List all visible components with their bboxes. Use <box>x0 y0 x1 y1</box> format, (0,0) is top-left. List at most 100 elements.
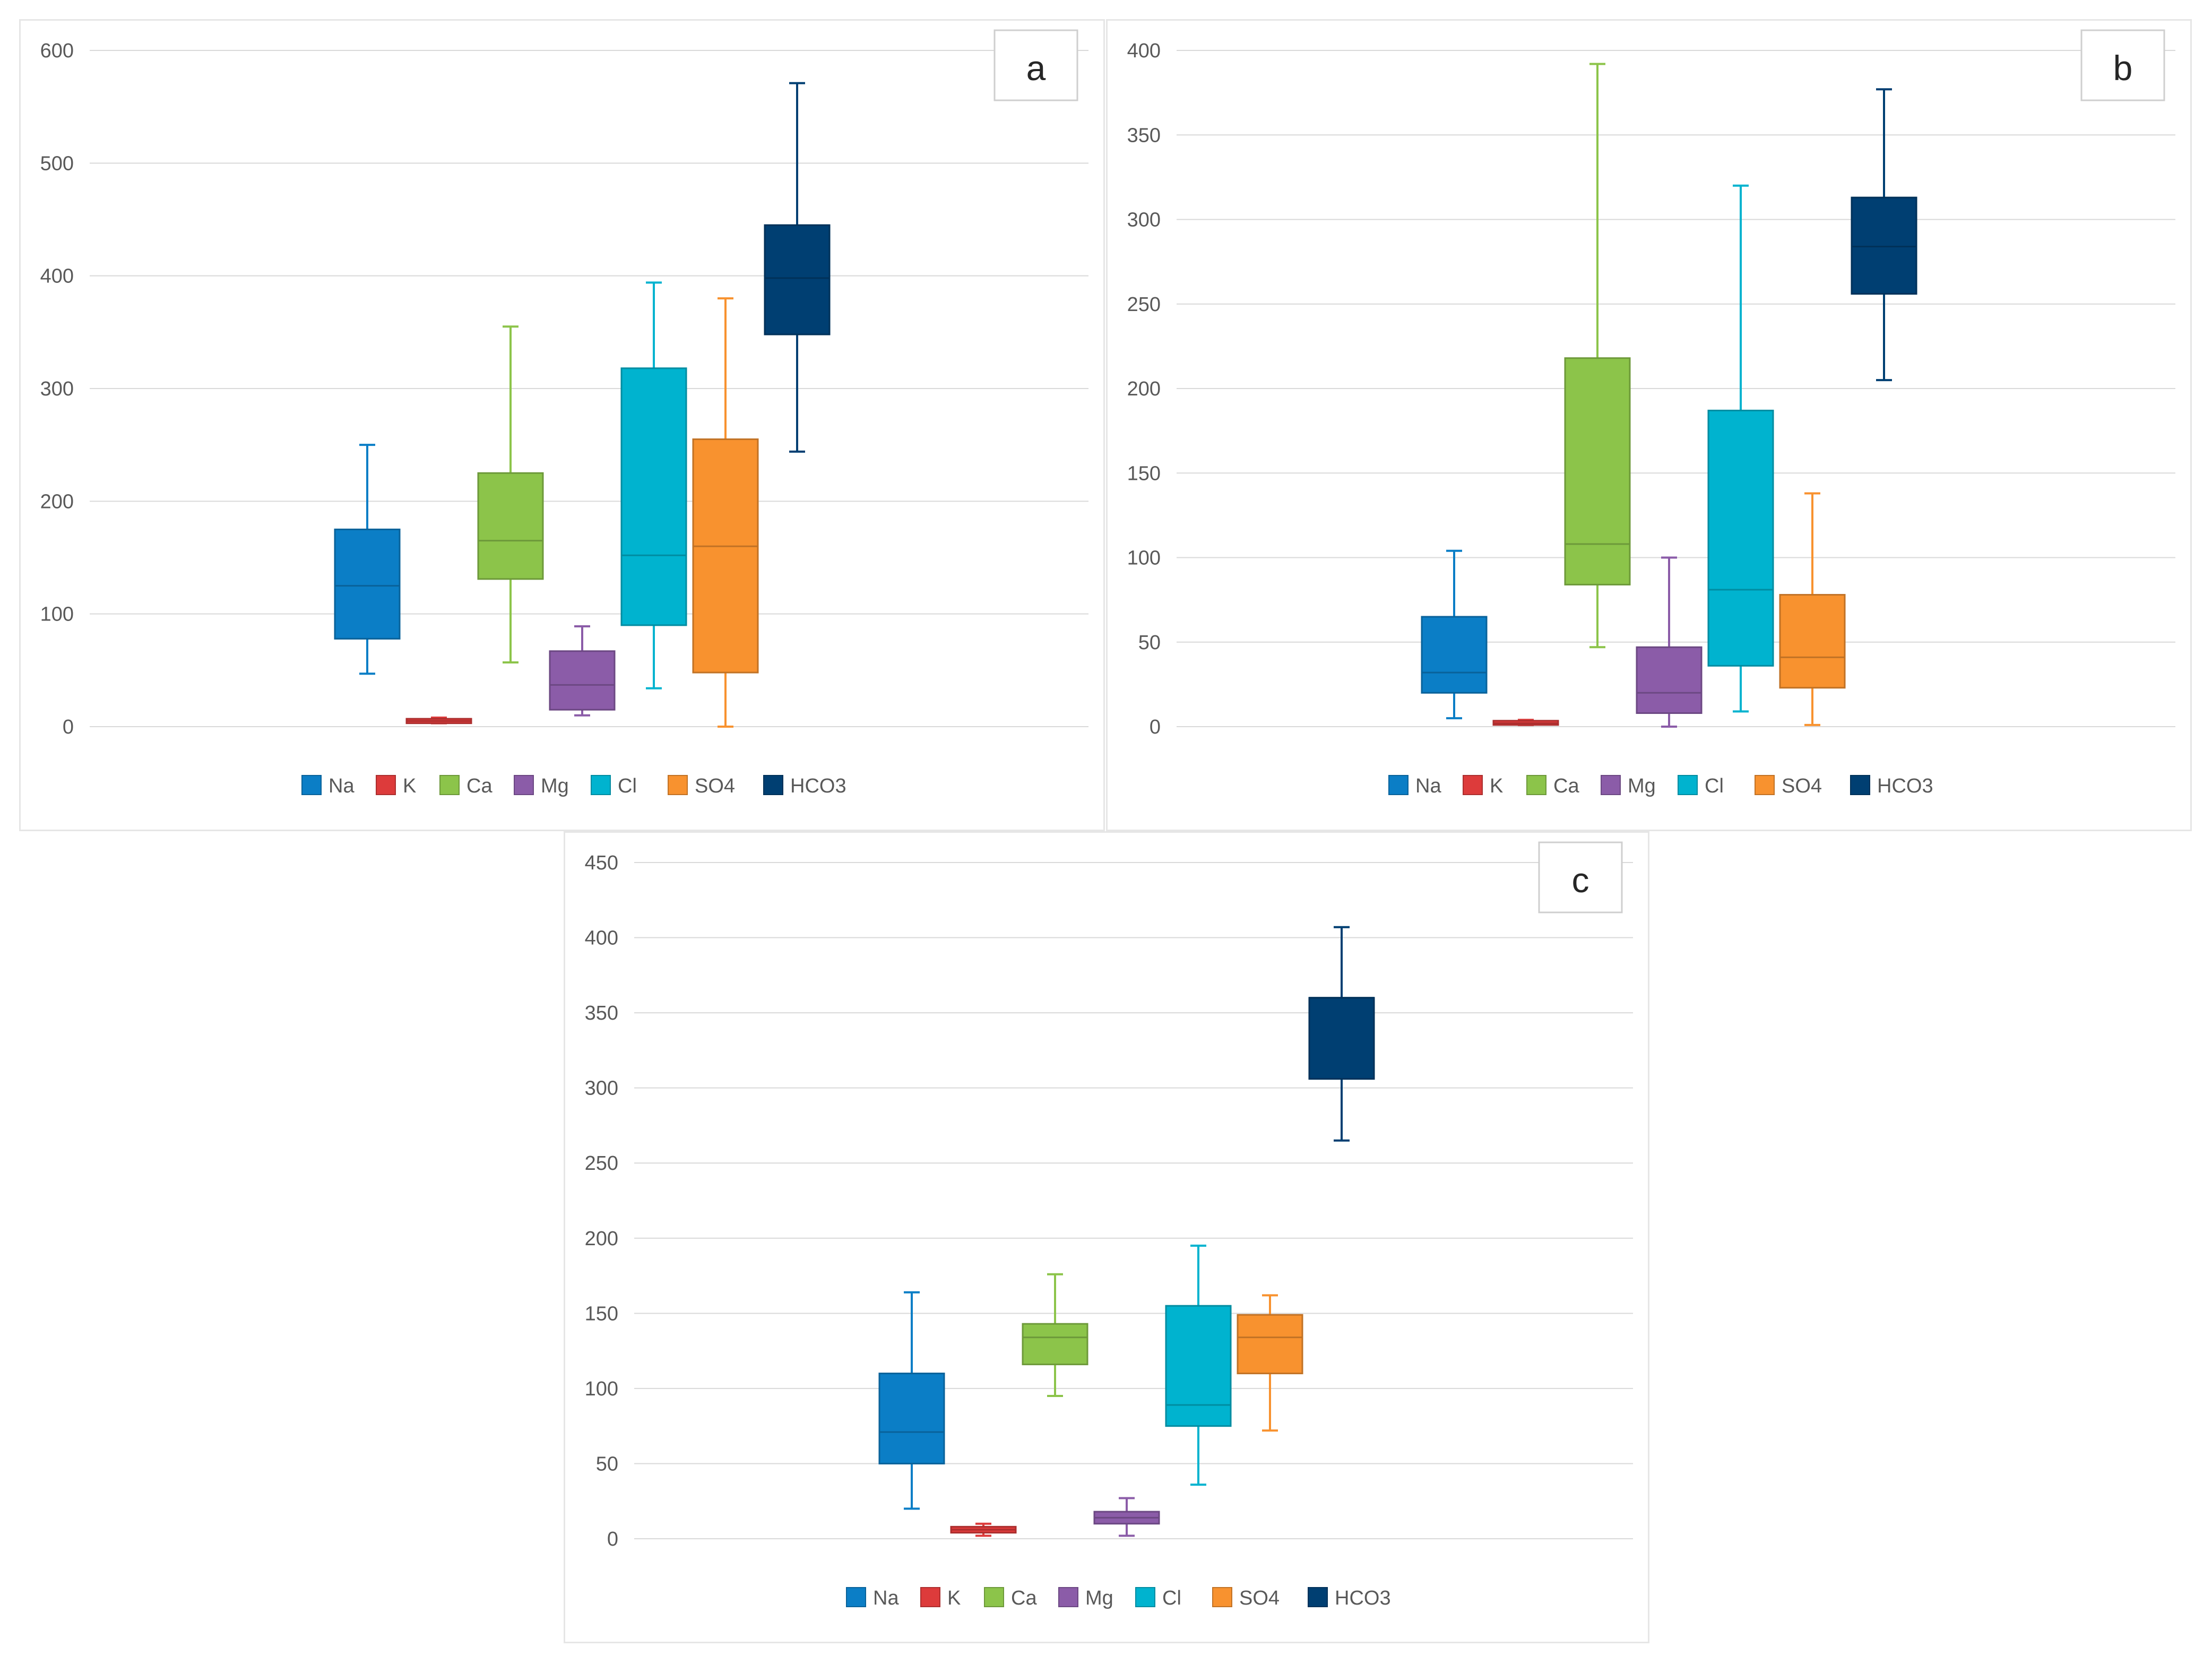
box-body <box>878 1373 945 1464</box>
legend-label: Cl <box>618 775 637 797</box>
legend-label: Ca <box>1011 1587 1037 1609</box>
box-body <box>1707 409 1774 667</box>
legend-label: SO4 <box>1782 775 1822 797</box>
legend-swatch <box>1058 1587 1078 1607</box>
box-HCO3 <box>1308 926 1375 1142</box>
legend-swatch <box>763 775 783 795</box>
legend-swatch <box>376 775 396 795</box>
legend-label: Mg <box>1085 1587 1113 1609</box>
box-body <box>692 438 759 674</box>
box-Mg <box>1636 556 1703 728</box>
legend-item-HCO3: HCO3 <box>1850 775 1933 797</box>
chart-svg-a: 0 100 200 300 400 500 600 Na K Ca Mg Cl SO4 HCO3 a <box>40 29 1088 797</box>
legend-label: K <box>403 775 416 797</box>
legend-item-HCO3: HCO3 <box>763 775 846 797</box>
box-Mg <box>549 625 616 717</box>
legend-label: SO4 <box>695 775 735 797</box>
y-tick-label: 350 <box>585 1002 618 1024</box>
y-tick-label: 150 <box>1127 462 1161 485</box>
box-K <box>1492 719 1559 726</box>
box-body <box>1779 594 1846 689</box>
legend-item-Na: Na <box>301 775 355 797</box>
legend-label: Ca <box>466 775 492 797</box>
legend-item-Ca: Ca <box>984 1587 1037 1609</box>
y-tick-label: 300 <box>585 1077 618 1100</box>
box-body <box>1022 1323 1088 1366</box>
box-SO4 <box>1779 492 1846 726</box>
box-Cl <box>1165 1244 1232 1486</box>
legend-swatch <box>1463 775 1483 795</box>
box-Cl <box>620 281 687 689</box>
y-tick-label: 100 <box>1127 547 1161 570</box>
legend-label: K <box>1490 775 1503 797</box>
legend-item-SO4: SO4 <box>1212 1587 1280 1609</box>
y-tick-label: 350 <box>1127 124 1161 146</box>
legend-swatch <box>846 1587 866 1607</box>
y-tick-label: 200 <box>585 1228 618 1250</box>
panel-label-box <box>2080 29 2165 101</box>
legend-swatch <box>1755 775 1775 795</box>
box-Na <box>878 1291 945 1510</box>
chart-panel-b: 0 50 100 150 200 250 300 350 400 Na K Ca Mg Cl SO4 HCO3… <box>1106 19 2192 831</box>
legend-item-Na: Na <box>846 1587 899 1609</box>
legend-item-Cl: Cl <box>591 775 637 797</box>
box-Ca <box>1022 1273 1088 1398</box>
box-body <box>549 650 616 711</box>
box-body <box>1308 997 1375 1080</box>
legend-label: Na <box>329 775 355 797</box>
y-tick-label: 50 <box>1138 632 1161 654</box>
chart-panel-c: 0 50 100 150 200 250 300 350 400 450 Na K Ca Mg Cl SO4 H… <box>564 831 1649 1643</box>
panel-label: a <box>1026 48 1046 88</box>
y-tick-label: 300 <box>40 378 74 400</box>
box-Mg <box>1093 1497 1160 1537</box>
box-Ca <box>477 325 544 663</box>
legend-item-Mg: Mg <box>1058 1587 1113 1609</box>
box-body <box>334 528 401 640</box>
legend-item-Ca: Ca <box>439 775 492 797</box>
legend-label: Ca <box>1553 775 1579 797</box>
legend-item-Ca: Ca <box>1526 775 1579 797</box>
y-tick-label: 150 <box>585 1303 618 1325</box>
y-tick-label: 400 <box>40 265 74 288</box>
panel-label-box <box>1538 841 1623 913</box>
legend-item-K: K <box>920 1587 961 1609</box>
legend-swatch <box>1678 775 1698 795</box>
box-body <box>620 367 687 626</box>
legend-item-Mg: Mg <box>514 775 569 797</box>
legend-item-HCO3: HCO3 <box>1308 1587 1391 1609</box>
box-Ca <box>1564 63 1631 649</box>
box-body <box>1851 196 1917 295</box>
legend-label: Cl <box>1705 775 1724 797</box>
panel-label: c <box>1572 860 1589 900</box>
box-body <box>1421 616 1488 694</box>
y-tick-label: 450 <box>585 852 618 874</box>
legend-item-Cl: Cl <box>1678 775 1724 797</box>
legend-swatch <box>591 775 611 795</box>
chart-svg-b: 0 50 100 150 200 250 300 350 400 Na K Ca Mg Cl SO4 HCO3… <box>1127 29 2175 797</box>
box-K <box>950 1522 1017 1537</box>
y-tick-label: 0 <box>607 1528 618 1550</box>
legend-swatch <box>1212 1587 1232 1607</box>
y-tick-label: 100 <box>585 1378 618 1400</box>
y-tick-label: 500 <box>40 152 74 175</box>
legend-swatch <box>1388 775 1409 795</box>
box-HCO3 <box>764 82 831 453</box>
panel-label: b <box>2113 48 2133 88</box>
box-body <box>1636 646 1703 714</box>
y-tick-label: 200 <box>40 490 74 513</box>
legend-label: K <box>947 1587 961 1609</box>
legend-swatch <box>1850 775 1870 795</box>
y-tick-label: 200 <box>1127 378 1161 400</box>
box-SO4 <box>1237 1294 1303 1432</box>
legend-swatch <box>1135 1587 1155 1607</box>
box-body <box>1564 357 1631 585</box>
legend-label: Cl <box>1162 1587 1181 1609</box>
legend-label: HCO3 <box>1877 775 1933 797</box>
box-body <box>1237 1314 1303 1375</box>
y-tick-label: 250 <box>585 1152 618 1175</box>
box-body <box>764 224 831 335</box>
legend-item-Mg: Mg <box>1601 775 1656 797</box>
box-HCO3 <box>1851 88 1917 382</box>
chart-svg-c: 0 50 100 150 200 250 300 350 400 450 Na K Ca Mg Cl SO4 H… <box>585 841 1633 1609</box>
legend-label: Na <box>1415 775 1441 797</box>
